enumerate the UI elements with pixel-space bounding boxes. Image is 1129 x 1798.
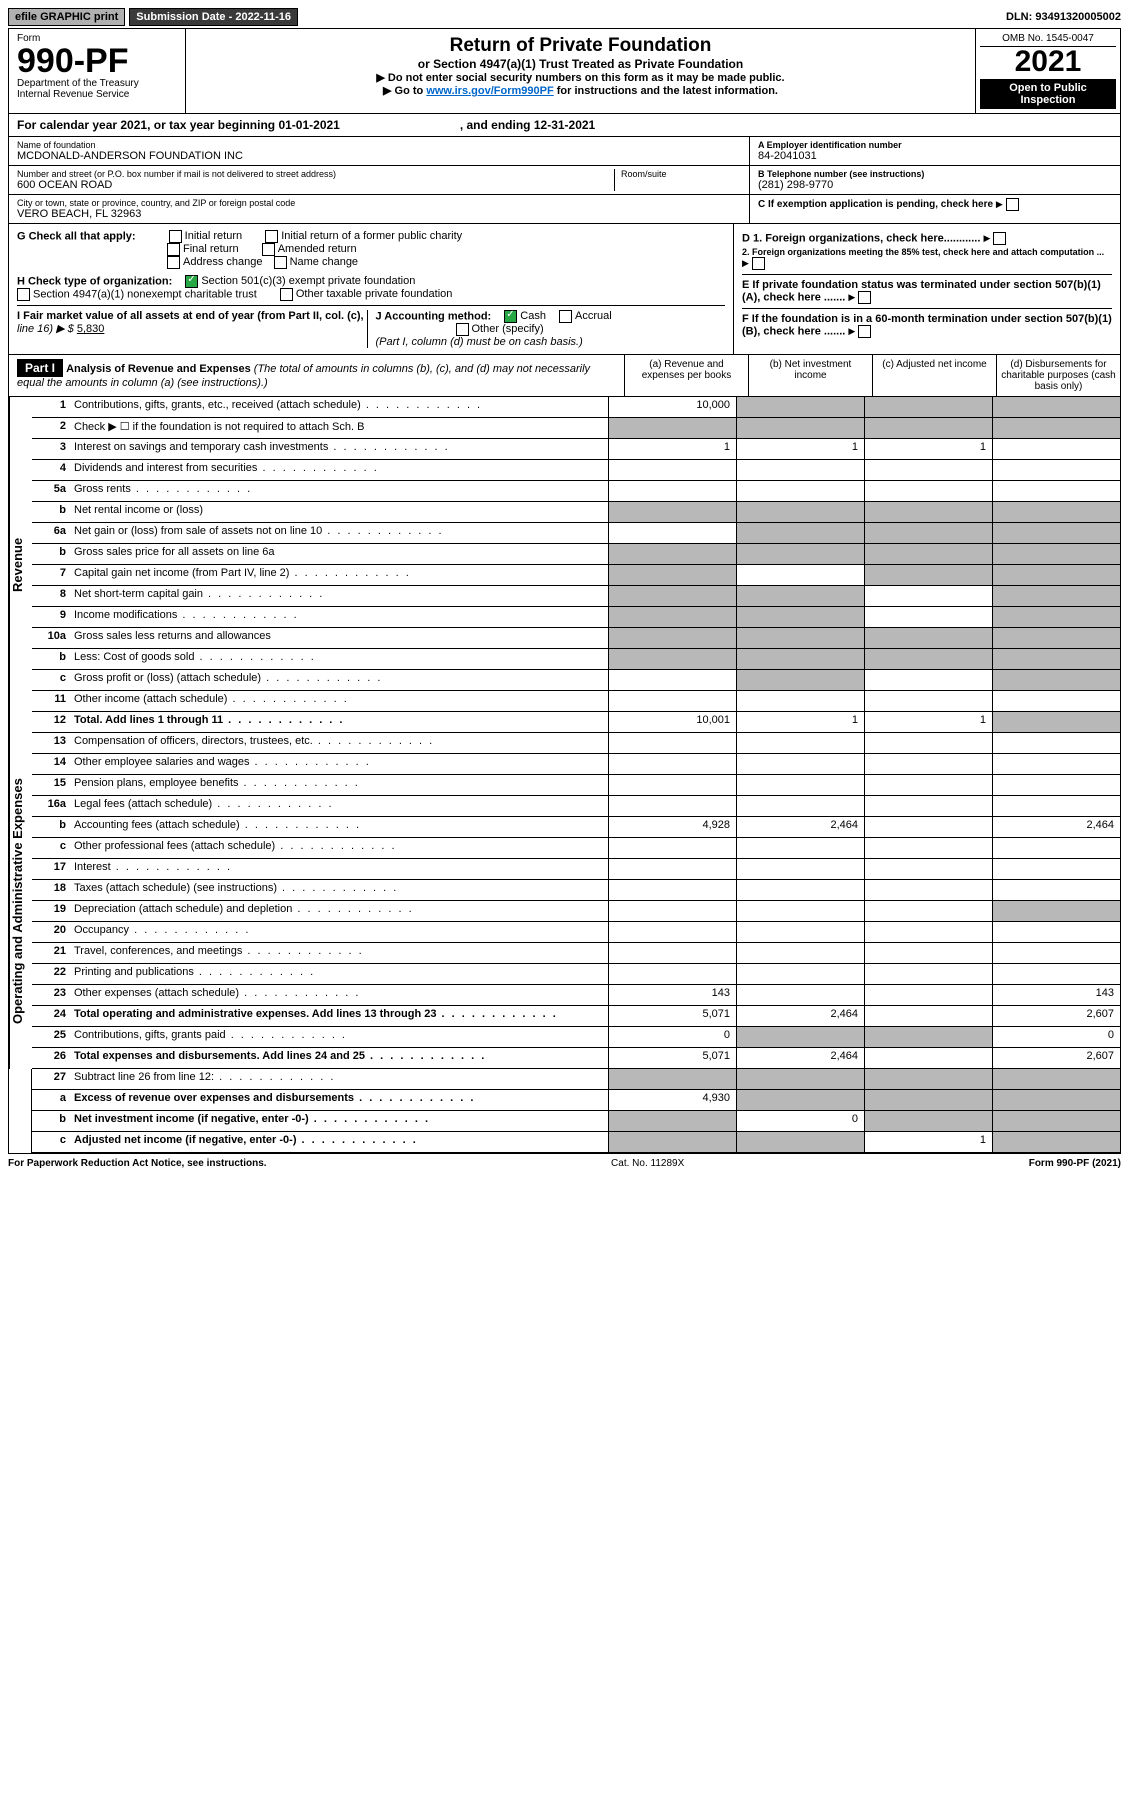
ein-row: A Employer identification number 84-2041…: [750, 137, 1120, 166]
col-d-header: (d) Disbursements for charitable purpose…: [996, 355, 1120, 396]
line-c: cOther professional fees (attach schedul…: [32, 838, 1120, 859]
form-title: Return of Private Foundation: [192, 35, 969, 57]
line-13: 13Compensation of officers, directors, t…: [32, 733, 1120, 754]
g-check-block: G Check all that apply: Initial return I…: [17, 230, 725, 269]
line-c: cAdjusted net income (if negative, enter…: [32, 1132, 1120, 1153]
col-a-header: (a) Revenue and expenses per books: [624, 355, 748, 396]
dln: DLN: 93491320005002: [1006, 11, 1121, 23]
h-501c3-checkbox[interactable]: [185, 275, 198, 288]
line-6a: 6aNet gain or (loss) from sale of assets…: [32, 523, 1120, 544]
tax-year: 2021: [980, 47, 1116, 77]
form-id-block: Form 990-PF Department of the Treasury I…: [9, 29, 186, 113]
line-23: 23Other expenses (attach schedule)143143: [32, 985, 1120, 1006]
g-amended-checkbox[interactable]: [262, 243, 275, 256]
irs-link[interactable]: www.irs.gov/Form990PF: [426, 85, 553, 97]
h-other-checkbox[interactable]: [280, 288, 293, 301]
line-20: 20Occupancy: [32, 922, 1120, 943]
d2-row: 2. Foreign organizations meeting the 85%…: [742, 247, 1112, 270]
g-initial-checkbox[interactable]: [169, 230, 182, 243]
line-8: 8Net short-term capital gain: [32, 586, 1120, 607]
line-19: 19Depreciation (attach schedule) and dep…: [32, 901, 1120, 922]
foundation-name-row: Name of foundation MCDONALD-ANDERSON FOU…: [9, 137, 749, 166]
line-b: bNet investment income (if negative, ent…: [32, 1111, 1120, 1132]
g-final-checkbox[interactable]: [167, 243, 180, 256]
line-18: 18Taxes (attach schedule) (see instructi…: [32, 880, 1120, 901]
line-c: cGross profit or (loss) (attach schedule…: [32, 670, 1120, 691]
expenses-side-label: Operating and Administrative Expenses: [9, 733, 32, 1069]
page-footer: For Paperwork Reduction Act Notice, see …: [8, 1154, 1121, 1173]
part1-header: Part I Analysis of Revenue and Expenses …: [9, 355, 624, 396]
c-exemption-row: C If exemption application is pending, c…: [750, 195, 1120, 214]
line-15: 15Pension plans, employee benefits: [32, 775, 1120, 796]
line-2: 2Check ▶ ☐ if the foundation is not requ…: [32, 418, 1120, 439]
line-16a: 16aLegal fees (attach schedule): [32, 796, 1120, 817]
c-checkbox[interactable]: [1006, 198, 1019, 211]
form-number: 990-PF: [17, 44, 177, 78]
line-b: bGross sales price for all assets on lin…: [32, 544, 1120, 565]
line-1: 1Contributions, gifts, grants, etc., rec…: [32, 397, 1120, 418]
efile-print-button[interactable]: efile GRAPHIC print: [8, 8, 125, 26]
g-initial-public-checkbox[interactable]: [265, 230, 278, 243]
line-9: 9Income modifications: [32, 607, 1120, 628]
line-11: 11Other income (attach schedule): [32, 691, 1120, 712]
g-address-checkbox[interactable]: [167, 256, 180, 269]
line-b: bLess: Cost of goods sold: [32, 649, 1120, 670]
line-22: 22Printing and publications: [32, 964, 1120, 985]
j-other-checkbox[interactable]: [456, 323, 469, 336]
f-checkbox[interactable]: [858, 325, 871, 338]
line-10a: 10aGross sales less returns and allowanc…: [32, 628, 1120, 649]
line-27: 27Subtract line 26 from line 12:: [32, 1069, 1120, 1090]
g-name-checkbox[interactable]: [274, 256, 287, 269]
line-17: 17Interest: [32, 859, 1120, 880]
col-c-header: (c) Adjusted net income: [872, 355, 996, 396]
e-checkbox[interactable]: [858, 291, 871, 304]
f-row: F If the foundation is in a 60-month ter…: [742, 308, 1112, 338]
submission-date-badge: Submission Date - 2022-11-16: [129, 8, 298, 26]
d2-checkbox[interactable]: [752, 257, 765, 270]
j-accounting-block: J Accounting method: Cash Accrual Other …: [367, 310, 726, 348]
line-24: 24Total operating and administrative exp…: [32, 1006, 1120, 1027]
d1-row: D 1. Foreign organizations, check here..…: [742, 232, 1112, 245]
telephone-row: B Telephone number (see instructions) (2…: [750, 166, 1120, 195]
line-b: bAccounting fees (attach schedule)4,9282…: [32, 817, 1120, 838]
line-21: 21Travel, conferences, and meetings: [32, 943, 1120, 964]
top-bar: efile GRAPHIC print Submission Date - 20…: [8, 8, 1121, 26]
line-a: aExcess of revenue over expenses and dis…: [32, 1090, 1120, 1111]
line-3: 3Interest on savings and temporary cash …: [32, 439, 1120, 460]
form-990pf: Form 990-PF Department of the Treasury I…: [8, 28, 1121, 1154]
h-4947-checkbox[interactable]: [17, 288, 30, 301]
e-row: E If private foundation status was termi…: [742, 274, 1112, 304]
line-4: 4Dividends and interest from securities: [32, 460, 1120, 481]
revenue-side-label: Revenue: [9, 397, 32, 733]
line-26: 26Total expenses and disbursements. Add …: [32, 1048, 1120, 1069]
line-7: 7Capital gain net income (from Part IV, …: [32, 565, 1120, 586]
address-row: Number and street (or P.O. box number if…: [9, 166, 749, 195]
d1-checkbox[interactable]: [993, 232, 1006, 245]
form-title-block: Return of Private Foundation or Section …: [186, 29, 975, 113]
line-5a: 5aGross rents: [32, 481, 1120, 502]
line-25: 25Contributions, gifts, grants paid00: [32, 1027, 1120, 1048]
col-b-header: (b) Net investment income: [748, 355, 872, 396]
calendar-year-row: For calendar year 2021, or tax year begi…: [9, 114, 1120, 137]
j-cash-checkbox[interactable]: [504, 310, 517, 323]
line-12: 12Total. Add lines 1 through 1110,00111: [32, 712, 1120, 733]
h-check-block: H Check type of organization: Section 50…: [17, 275, 725, 301]
line-14: 14Other employee salaries and wages: [32, 754, 1120, 775]
city-row: City or town, state or province, country…: [9, 195, 749, 223]
year-block: OMB No. 1545-0047 2021 Open to Public In…: [975, 29, 1120, 113]
j-accrual-checkbox[interactable]: [559, 310, 572, 323]
i-fmv-block: I Fair market value of all assets at end…: [17, 310, 367, 348]
line-b: bNet rental income or (loss): [32, 502, 1120, 523]
